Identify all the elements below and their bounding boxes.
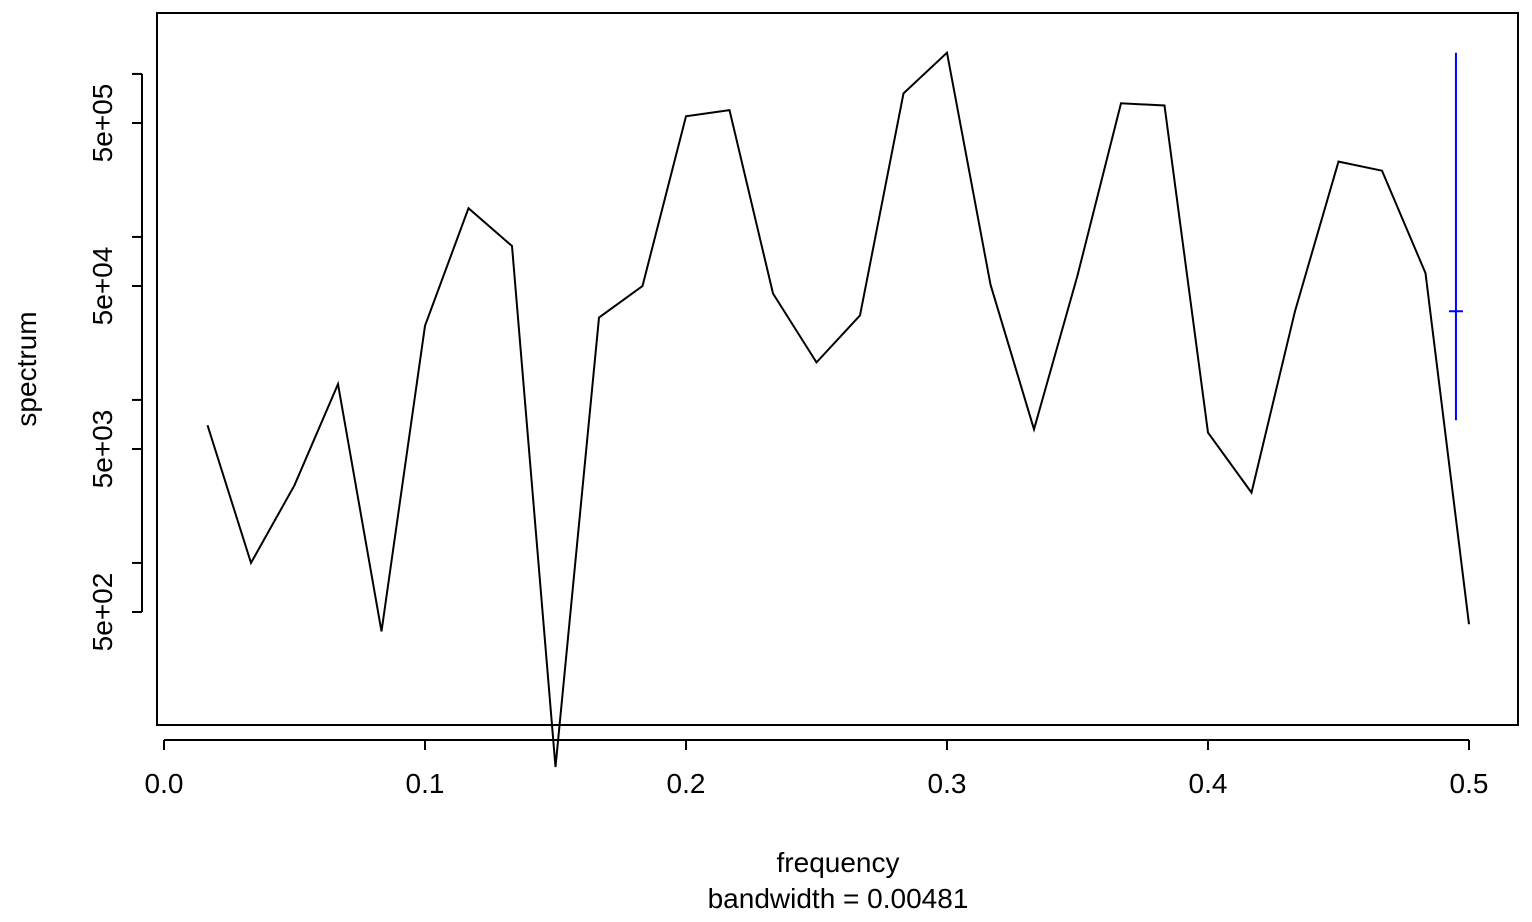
- x-tick-label: 0.5: [1450, 768, 1489, 799]
- x-axis-subtitle: bandwidth = 0.00481: [708, 883, 969, 914]
- x-tick-label: 0.0: [145, 768, 184, 799]
- series-layer: [206, 50, 1470, 768]
- x-tick-label: 0.4: [1189, 768, 1228, 799]
- x-axis: 0.0 0.1 0.2 0.3 0.4 0.5: [145, 739, 1489, 799]
- x-tick-label: 0.2: [667, 768, 706, 799]
- y-axis: 5e+02 5e+03 5e+04 5e+05: [87, 72, 143, 652]
- y-tick-label: 5e+02: [87, 573, 118, 652]
- y-tick-label: 5e+05: [87, 84, 118, 163]
- plot-box: [156, 12, 1519, 726]
- x-axis-title: frequency: [777, 847, 900, 878]
- y-tick-label: 5e+04: [87, 247, 118, 326]
- y-tick-label: 5e+03: [87, 410, 118, 489]
- confidence-interval-bar: [1448, 52, 1463, 421]
- x-tick-label: 0.1: [406, 768, 445, 799]
- x-tick-label: 0.3: [928, 768, 967, 799]
- y-axis-title: spectrum: [11, 311, 42, 426]
- spectrum-line: [206, 50, 1470, 768]
